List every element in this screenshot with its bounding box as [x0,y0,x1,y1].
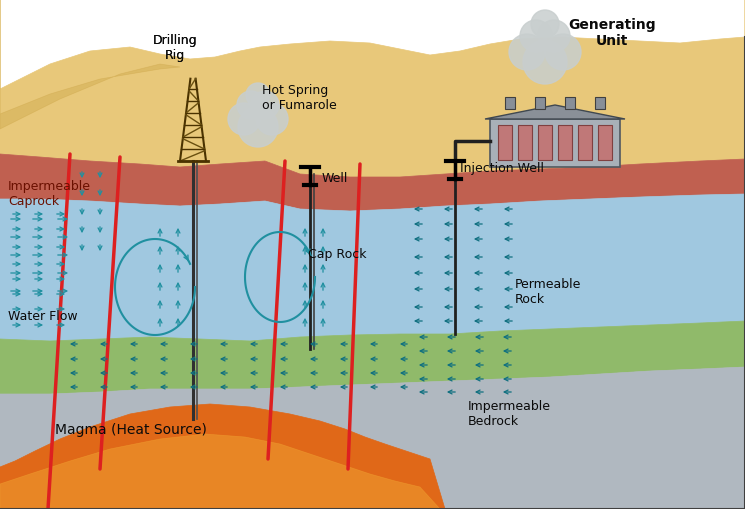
Text: Impermeable
Bedrock: Impermeable Bedrock [468,399,551,427]
Polygon shape [0,155,745,212]
Bar [598,126,612,161]
Text: Well: Well [322,171,349,184]
Polygon shape [0,194,745,342]
Bar [490,120,620,167]
Circle shape [545,35,581,71]
Text: Drilling
Rig: Drilling Rig [153,34,197,62]
Polygon shape [485,106,625,120]
Polygon shape [0,0,745,178]
Bar [565,98,575,110]
Circle shape [246,84,270,108]
Polygon shape [0,404,445,509]
Circle shape [538,21,570,53]
Bar [518,126,532,161]
Circle shape [238,108,278,148]
Polygon shape [0,367,745,509]
Text: Water Flow: Water Flow [8,309,77,322]
Bar [578,126,592,161]
Bar [595,98,605,110]
Text: Impermeable
Caprock: Impermeable Caprock [8,180,91,208]
Circle shape [256,104,288,136]
Bar [505,98,515,110]
Text: Cap Rock: Cap Rock [308,247,367,261]
Text: Generating
Unit: Generating Unit [568,18,656,48]
Bar [535,98,545,110]
Text: Magma (Heat Source): Magma (Heat Source) [55,422,207,436]
Text: Drilling
Rig: Drilling Rig [153,34,197,62]
Circle shape [509,35,545,71]
Polygon shape [0,434,440,509]
Circle shape [237,92,265,120]
Polygon shape [0,321,745,394]
Circle shape [251,92,279,120]
Bar [538,126,552,161]
Text: Injection Well: Injection Well [460,161,544,174]
Text: Permeable
Rock: Permeable Rock [515,277,581,305]
Bar [498,126,512,161]
Circle shape [523,41,567,85]
Bar [558,126,572,161]
Text: Hot Spring
or Fumarole: Hot Spring or Fumarole [262,84,337,112]
Polygon shape [0,0,180,130]
Circle shape [228,104,260,136]
Circle shape [531,11,559,39]
Circle shape [520,21,552,53]
